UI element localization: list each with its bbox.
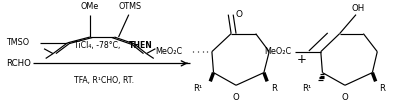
Text: RCHO: RCHO <box>6 59 31 68</box>
Text: TiCl₄, -78°C,: TiCl₄, -78°C, <box>74 41 125 50</box>
Text: R: R <box>271 84 276 93</box>
Text: OTMS: OTMS <box>118 2 141 11</box>
Text: MeO₂C: MeO₂C <box>154 47 182 56</box>
Text: TMSO: TMSO <box>6 38 29 47</box>
Text: TFA, R¹CHO, RT.: TFA, R¹CHO, RT. <box>74 76 133 85</box>
Text: O: O <box>235 10 242 19</box>
Text: O: O <box>341 93 347 102</box>
Text: OH: OH <box>351 4 364 13</box>
Text: OMe: OMe <box>81 2 99 11</box>
Text: R¹: R¹ <box>193 84 202 93</box>
Text: R¹: R¹ <box>301 84 310 93</box>
Text: O: O <box>232 93 239 102</box>
Text: MeO₂C: MeO₂C <box>264 47 291 56</box>
Text: R: R <box>378 84 384 93</box>
Text: THEN: THEN <box>128 41 152 50</box>
Text: +: + <box>296 53 306 66</box>
